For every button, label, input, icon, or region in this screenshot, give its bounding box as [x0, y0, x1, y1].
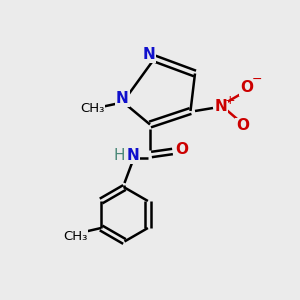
Text: −: −: [251, 73, 262, 86]
Text: CH₃: CH₃: [63, 230, 88, 243]
Text: CH₃: CH₃: [80, 101, 105, 115]
Text: N: N: [215, 99, 227, 114]
Text: O: O: [236, 118, 249, 134]
Text: H: H: [113, 148, 125, 164]
Text: N: N: [143, 47, 155, 62]
Text: N: N: [127, 148, 139, 164]
Text: O: O: [240, 80, 253, 95]
Text: +: +: [225, 94, 236, 107]
Text: O: O: [175, 142, 188, 158]
Text: N: N: [116, 91, 129, 106]
